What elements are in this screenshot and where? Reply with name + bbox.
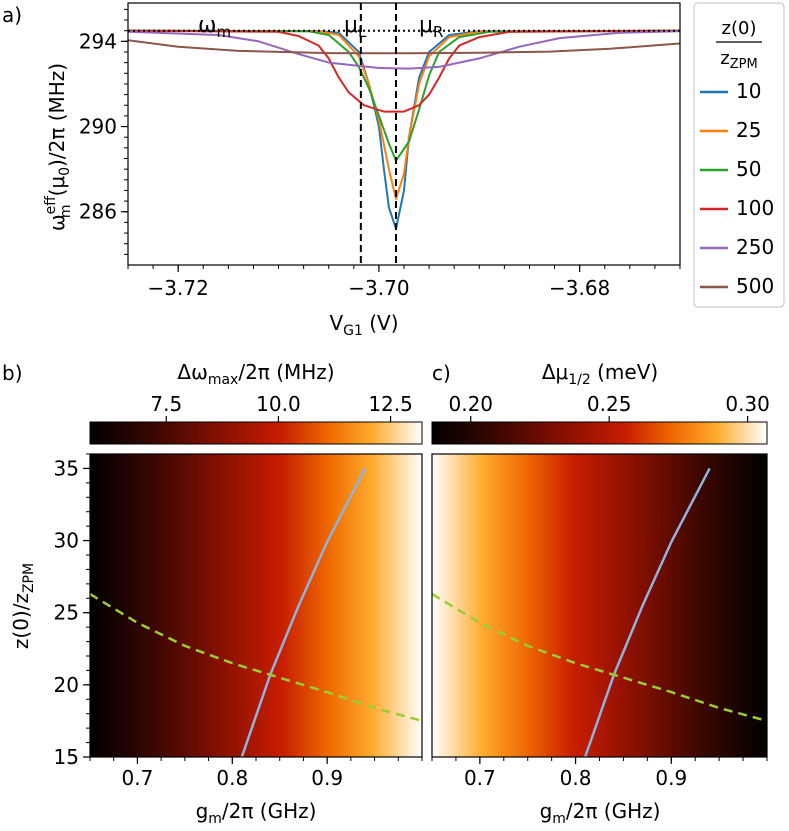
colorbar-tick-label: 12.5 — [368, 392, 413, 416]
series-line-100 — [128, 29, 680, 113]
panel-b-x-axis-label: gm/2π (GHz) — [196, 799, 317, 827]
panel-c-colorbar — [431, 421, 768, 445]
panel-c-colorbar-ticks: 0.20 0.25 0.30 — [448, 392, 770, 422]
legend-label-250: 250 — [736, 235, 774, 259]
series-line-25 — [128, 29, 680, 200]
panel-a-axes: −3.72 −3.70 −3.68 286 290 294 — [79, 8, 681, 300]
legend-label-100: 100 — [736, 196, 774, 220]
panel-b-colorbar-label: Δωmax/2π (MHz) — [177, 360, 334, 388]
panel-b-y-axis-label: z(0)/zZPM — [9, 563, 37, 649]
omega-subscript: m — [216, 23, 231, 41]
solid-contour-curve — [583, 467, 711, 757]
x-tick-label: −3.70 — [348, 276, 409, 300]
x-tick-label: 0.8 — [216, 766, 248, 790]
y-label-omega-sub: m — [58, 204, 74, 218]
series-line-250 — [128, 30, 680, 70]
y-tick-label: 290 — [79, 115, 117, 139]
omega-symbol: ω — [198, 13, 216, 38]
panel-b-heatmap — [90, 454, 422, 757]
y-tick-label: 294 — [79, 29, 117, 53]
x-tick-label: −3.72 — [148, 276, 209, 300]
mu-l-subscript: L — [358, 23, 367, 41]
dashed-contour-curve — [90, 592, 422, 723]
panel-c-colorbar-label: Δμ1/2 (meV) — [542, 360, 658, 388]
colorbar-tick-label: 10.0 — [256, 392, 301, 416]
x-tick-label: 0.8 — [560, 766, 592, 790]
y-label-rest: (μ — [45, 176, 69, 197]
y-tick-label: 15 — [54, 745, 79, 769]
panel-c-x-axis-label: gm/2π (GHz) — [540, 799, 661, 827]
y-tick-label: 20 — [54, 673, 79, 697]
panel-a-label: a) — [2, 3, 22, 27]
x-tick-label: −3.68 — [549, 276, 610, 300]
series-line-50 — [128, 29, 680, 162]
panel-a-series-group — [128, 29, 680, 230]
y-label-omega-sup: eff — [43, 196, 59, 215]
mu-r-symbol: μ — [419, 13, 433, 38]
y-tick-label: 286 — [79, 200, 117, 224]
panel-c-axes: 0.7 0.8 0.9 — [431, 757, 768, 790]
colorbar-tick-label: 0.25 — [587, 392, 632, 416]
panel-c-curves — [432, 467, 767, 757]
mu-l-annotation: μL — [344, 13, 367, 41]
panel-c-heatmap-image — [432, 454, 767, 757]
legend-label-10: 10 — [736, 79, 761, 103]
panel-c: c) Δμ1/2 (meV) 0.20 0.25 0.30 0.7 0.8 0.9 gm… — [431, 360, 770, 827]
panel-b-label: b) — [2, 361, 23, 385]
x-label-v-sub: G1 — [343, 323, 363, 339]
panel-a-reference-lines — [128, 3, 680, 265]
legend-label-500: 500 — [736, 274, 774, 298]
panel-a-x-axis-label: VG1 (V) — [329, 311, 398, 339]
legend-title-numerator: z(0) — [722, 18, 757, 39]
y-tick-label: 25 — [54, 601, 79, 625]
x-tick-label: 0.9 — [655, 766, 687, 790]
panel-b-axes: 0.7 0.8 0.9 15 20 25 30 35 — [54, 453, 423, 790]
mu-r-annotation: μR — [419, 13, 443, 41]
omega-m-annotation: ωm — [198, 13, 231, 41]
colorbar-tick-label: 7.5 — [150, 392, 182, 416]
series-line-10 — [128, 29, 680, 230]
x-label-v: V — [329, 311, 343, 335]
legend-label-25: 25 — [736, 118, 761, 142]
y-label-mu-sub: 0 — [57, 167, 73, 176]
y-label-omega: ω — [45, 214, 69, 231]
solid-contour-curve — [240, 467, 367, 757]
panel-b: b) Δωmax/2π (MHz) 7.5 10.0 12.5 0.7 0.8 0.9 1… — [2, 360, 423, 827]
panel-b-heatmap-image — [90, 454, 422, 757]
mu-r-subscript: R — [433, 23, 443, 41]
x-label-unit: (V) — [363, 311, 399, 335]
legend-frame — [693, 2, 785, 308]
x-tick-label: 0.7 — [464, 766, 496, 790]
panel-b-colorbar — [89, 421, 423, 445]
legend-label-50: 50 — [736, 157, 761, 181]
series-line-500 — [128, 39, 680, 55]
x-tick-label: 0.7 — [122, 766, 154, 790]
panel-a-y-axis-label: ωeffm (μ0)/2π (MHz) — [43, 63, 74, 231]
y-tick-label: 30 — [54, 529, 79, 553]
y-label-unit: )/2π (MHz) — [45, 63, 69, 167]
panel-c-heatmap — [432, 454, 767, 757]
panel-b-curves — [90, 467, 422, 757]
panel-b-colorbar-ticks: 7.5 10.0 12.5 — [150, 392, 413, 422]
x-tick-label: 0.9 — [311, 766, 343, 790]
dashed-contour-curve — [432, 592, 767, 723]
legend-items: 10 25 50 100 250 500 — [700, 79, 774, 298]
mu-l-symbol: μ — [344, 13, 358, 38]
panel-c-label: c) — [432, 361, 451, 385]
colorbar-tick-label: 0.20 — [448, 392, 493, 416]
y-tick-label: 35 — [54, 456, 79, 480]
panel-a-plot-frame — [127, 2, 681, 266]
colorbar-tick-label: 0.30 — [725, 392, 770, 416]
